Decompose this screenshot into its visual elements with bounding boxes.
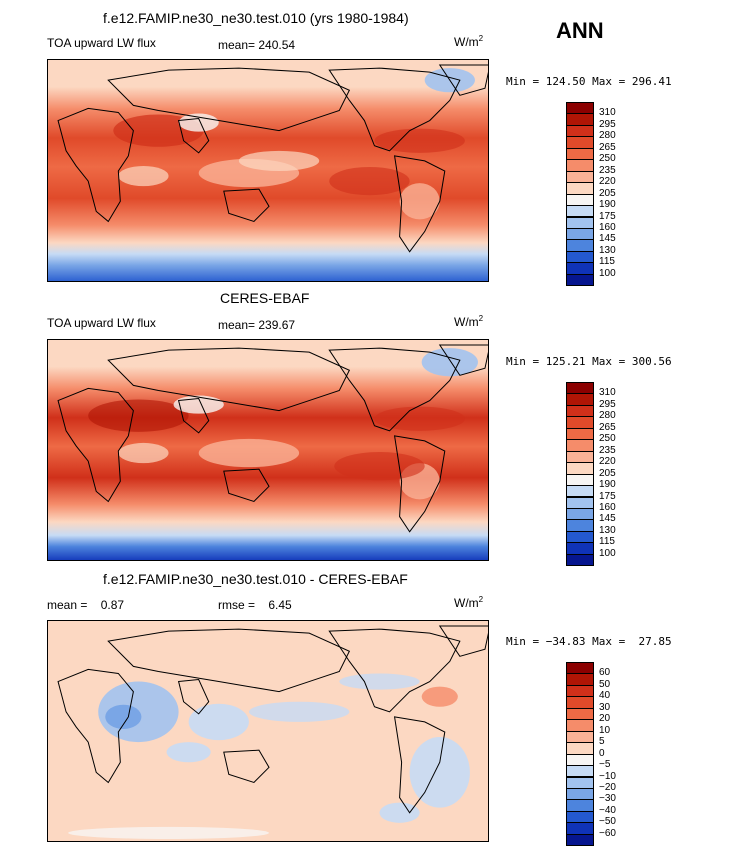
colorbar-tick-label: 115 <box>599 536 615 548</box>
colorbar-tick-label: 310 <box>599 107 616 119</box>
panel-2-map <box>47 339 489 561</box>
colorbar-tick-label: −20 <box>599 781 616 793</box>
colorbar-tick-label: 190 <box>599 199 616 211</box>
colorbar-tick-label: 220 <box>599 456 616 468</box>
coastline <box>393 716 446 814</box>
colorbar-tick-label: 10 <box>599 724 611 736</box>
season-label: ANN <box>556 18 604 43</box>
coastline <box>328 628 461 713</box>
coastline <box>223 188 270 223</box>
colorbar-tick-label: −40 <box>599 804 616 816</box>
panel-2-title: CERES-EBAF <box>220 290 310 306</box>
panel-3-rmse: rmse = 6.45 <box>218 598 292 612</box>
coastline <box>223 468 270 503</box>
panel-2-mean: mean= 239.67 <box>218 318 296 332</box>
colorbar-tick-label: 100 <box>599 547 616 559</box>
colorbar-tick-label: 250 <box>599 433 616 445</box>
panel-2-map-svg <box>48 340 488 560</box>
colorbar-tick-label: 0 <box>599 747 605 759</box>
colorbar-tick-label: 115 <box>599 256 615 268</box>
coastline <box>438 64 488 96</box>
colorbar-tick-label: 160 <box>599 221 616 233</box>
panel-3-map-svg <box>48 621 488 841</box>
panel-1-title: f.e12.FAMIP.ne30_ne30.test.010 (yrs 1980… <box>103 10 409 26</box>
coastline <box>328 347 461 432</box>
coastline <box>57 668 134 784</box>
coastline <box>177 678 210 715</box>
colorbar-tick-label: 175 <box>599 210 616 222</box>
colorbar-tick-label: 250 <box>599 153 616 165</box>
colorbar-tick-label: 280 <box>599 130 616 142</box>
colorbar-tick-label: 40 <box>599 690 611 702</box>
colorbar-tick-label: −30 <box>599 793 616 805</box>
panel-3-minmax: Min = −34.83 Max = 27.85 <box>506 635 672 648</box>
coastline <box>57 387 134 503</box>
coastline <box>393 155 446 253</box>
colorbar-swatch <box>566 833 594 847</box>
coastline <box>328 67 461 152</box>
coastline <box>107 347 351 412</box>
colorbar-tick-label: 265 <box>599 421 616 433</box>
colorbar-tick-label: −5 <box>599 759 611 771</box>
colorbar-tick-label: 310 <box>599 387 616 399</box>
colorbar-swatch <box>566 273 594 287</box>
colorbar-tick-label: 20 <box>599 713 611 725</box>
colorbar-tick-label: 205 <box>599 467 616 479</box>
panel-1-map-svg <box>48 60 488 281</box>
colorbar-tick-label: 145 <box>599 513 616 525</box>
coastline <box>107 67 351 132</box>
colorbar-tick-label: 175 <box>599 490 616 502</box>
colorbar-tick-label: 5 <box>599 736 605 748</box>
colorbar-tick-label: 295 <box>599 118 616 130</box>
colorbar-tick-label: 235 <box>599 444 616 456</box>
coastline <box>177 117 210 154</box>
coastline <box>223 749 270 784</box>
colorbar-tick-label: 30 <box>599 701 611 713</box>
panel-2-units: W/m2 <box>454 314 484 329</box>
coastline <box>177 397 210 434</box>
colorbar-swatch <box>566 553 594 567</box>
panel-1-units: W/m2 <box>454 34 484 49</box>
colorbar-tick-label: 130 <box>599 244 616 256</box>
coastline <box>57 107 134 223</box>
colorbar-tick-label: 145 <box>599 233 616 245</box>
colorbar-tick-label: 190 <box>599 479 616 491</box>
panel-3-mean: mean = 0.87 <box>47 598 125 612</box>
panel-3-units: W/m2 <box>454 595 484 610</box>
coastline <box>107 628 351 693</box>
colorbar-tick-label: 130 <box>599 524 616 536</box>
colorbar-tick-label: −50 <box>599 816 616 828</box>
colorbar-tick-label: 50 <box>599 678 611 690</box>
colorbar-tick-label: 205 <box>599 187 616 199</box>
colorbar-tick-label: 235 <box>599 164 616 176</box>
panel-2-minmax: Min = 125.21 Max = 300.56 <box>506 355 672 368</box>
colorbar-tick-label: 160 <box>599 501 616 513</box>
colorbar-tick-label: −10 <box>599 770 616 782</box>
colorbar-tick-label: 60 <box>599 667 611 679</box>
panel-3-title: f.e12.FAMIP.ne30_ne30.test.010 - CERES-E… <box>103 571 408 587</box>
colorbar-tick-label: 295 <box>599 398 616 410</box>
panel-3-map <box>47 620 489 842</box>
colorbar-tick-label: 265 <box>599 141 616 153</box>
panel-1-minmax: Min = 124.50 Max = 296.41 <box>506 75 672 88</box>
colorbar-tick-label: 280 <box>599 410 616 422</box>
colorbar-tick-label: −60 <box>599 827 616 839</box>
colorbar-tick-label: 100 <box>599 267 616 279</box>
coastline <box>393 435 446 533</box>
panel-1-map <box>47 59 489 282</box>
panel-1-variable-label: TOA upward LW flux <box>47 36 156 50</box>
panel-1-mean: mean= 240.54 <box>218 38 296 52</box>
coastline <box>438 344 488 376</box>
coastline <box>438 625 488 657</box>
panel-2-variable-label: TOA upward LW flux <box>47 316 156 330</box>
colorbar-tick-label: 220 <box>599 176 616 188</box>
